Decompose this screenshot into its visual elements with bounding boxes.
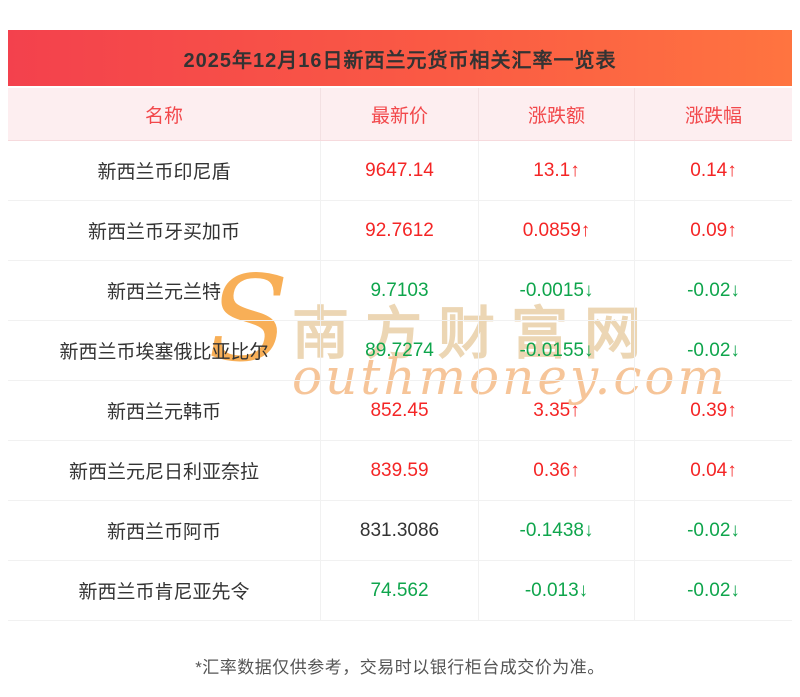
change-amount: 0.36↑: [478, 441, 634, 500]
table-row: 新西兰币印尼盾 9647.14 13.1↑ 0.14↑: [8, 141, 792, 201]
latest-price: 852.45: [320, 381, 478, 440]
change-amount: 3.35↑: [478, 381, 634, 440]
change-percent: 0.39↑: [634, 381, 792, 440]
table-row: 新西兰币埃塞俄比亚比尔 89.7274 -0.0155↓ -0.02↓: [8, 321, 792, 381]
change-percent: -0.02↓: [634, 561, 792, 620]
table-row: 新西兰币阿币 831.3086 -0.1438↓ -0.02↓: [8, 501, 792, 561]
currency-pair-name: 新西兰币阿币: [106, 522, 221, 543]
change-amount: -0.0015↓: [478, 261, 634, 320]
currency-pair-name: 新西兰元尼日利亚奈拉: [68, 462, 259, 483]
latest-price: 92.7612: [320, 201, 478, 260]
currency-pair-name: 新西兰币肯尼亚先令: [78, 582, 250, 603]
table-body: 新西兰币印尼盾 9647.14 13.1↑ 0.14↑ 新西兰币牙买加币 92.…: [8, 141, 792, 621]
change-percent: -0.02↓: [634, 321, 792, 380]
table-row: 新西兰元尼日利亚奈拉 839.59 0.36↑ 0.04↑: [8, 441, 792, 501]
table-row: 新西兰币牙买加币 92.7612 0.0859↑ 0.09↑: [8, 201, 792, 261]
latest-price: 831.3086: [320, 501, 478, 560]
latest-price: 74.562: [320, 561, 478, 620]
page-title: 2025年12月16日新西兰元货币相关汇率一览表: [8, 30, 792, 86]
table-row: 新西兰币肯尼亚先令 74.562 -0.013↓ -0.02↓: [8, 561, 792, 621]
latest-price: 839.59: [320, 441, 478, 500]
change-percent: 0.04↑: [634, 441, 792, 500]
currency-pair-name: 新西兰币印尼盾: [97, 162, 231, 183]
change-amount: 13.1↑: [478, 141, 634, 200]
page: 2025年12月16日新西兰元货币相关汇率一览表 名称 最新价 涨跌额 涨跌幅 …: [8, 30, 792, 677]
currency-pair-name: 新西兰币牙买加币: [87, 222, 240, 243]
column-header-change: 涨跌额: [478, 88, 634, 140]
column-header-price: 最新价: [320, 88, 478, 140]
change-amount: -0.0155↓: [478, 321, 634, 380]
currency-pair-name: 新西兰元韩币: [106, 402, 221, 423]
currency-pair-name: 新西兰元兰特: [106, 282, 221, 303]
exchange-rates-table: 名称 最新价 涨跌额 涨跌幅 新西兰币印尼盾 9647.14 13.1↑ 0.1…: [8, 88, 792, 621]
change-amount: -0.013↓: [478, 561, 634, 620]
change-percent: -0.02↓: [634, 261, 792, 320]
change-percent: 0.09↑: [634, 201, 792, 260]
change-amount: 0.0859↑: [478, 201, 634, 260]
latest-price: 9.7103: [320, 261, 478, 320]
change-percent: 0.14↑: [634, 141, 792, 200]
currency-pair-name: 新西兰币埃塞俄比亚比尔: [59, 342, 269, 363]
column-header-name: 名称: [144, 105, 183, 127]
latest-price: 89.7274: [320, 321, 478, 380]
column-header-pct: 涨跌幅: [634, 88, 792, 140]
table-row: 新西兰元兰特 9.7103 -0.0015↓ -0.02↓: [8, 261, 792, 321]
disclaimer-text: *汇率数据仅供参考，交易时以银行柜台成交价为准。: [195, 658, 605, 677]
change-percent: -0.02↓: [634, 501, 792, 560]
latest-price: 9647.14: [320, 141, 478, 200]
table-header-row: 名称 最新价 涨跌额 涨跌幅: [8, 88, 792, 141]
table-row: 新西兰元韩币 852.45 3.35↑ 0.39↑: [8, 381, 792, 441]
change-amount: -0.1438↓: [478, 501, 634, 560]
